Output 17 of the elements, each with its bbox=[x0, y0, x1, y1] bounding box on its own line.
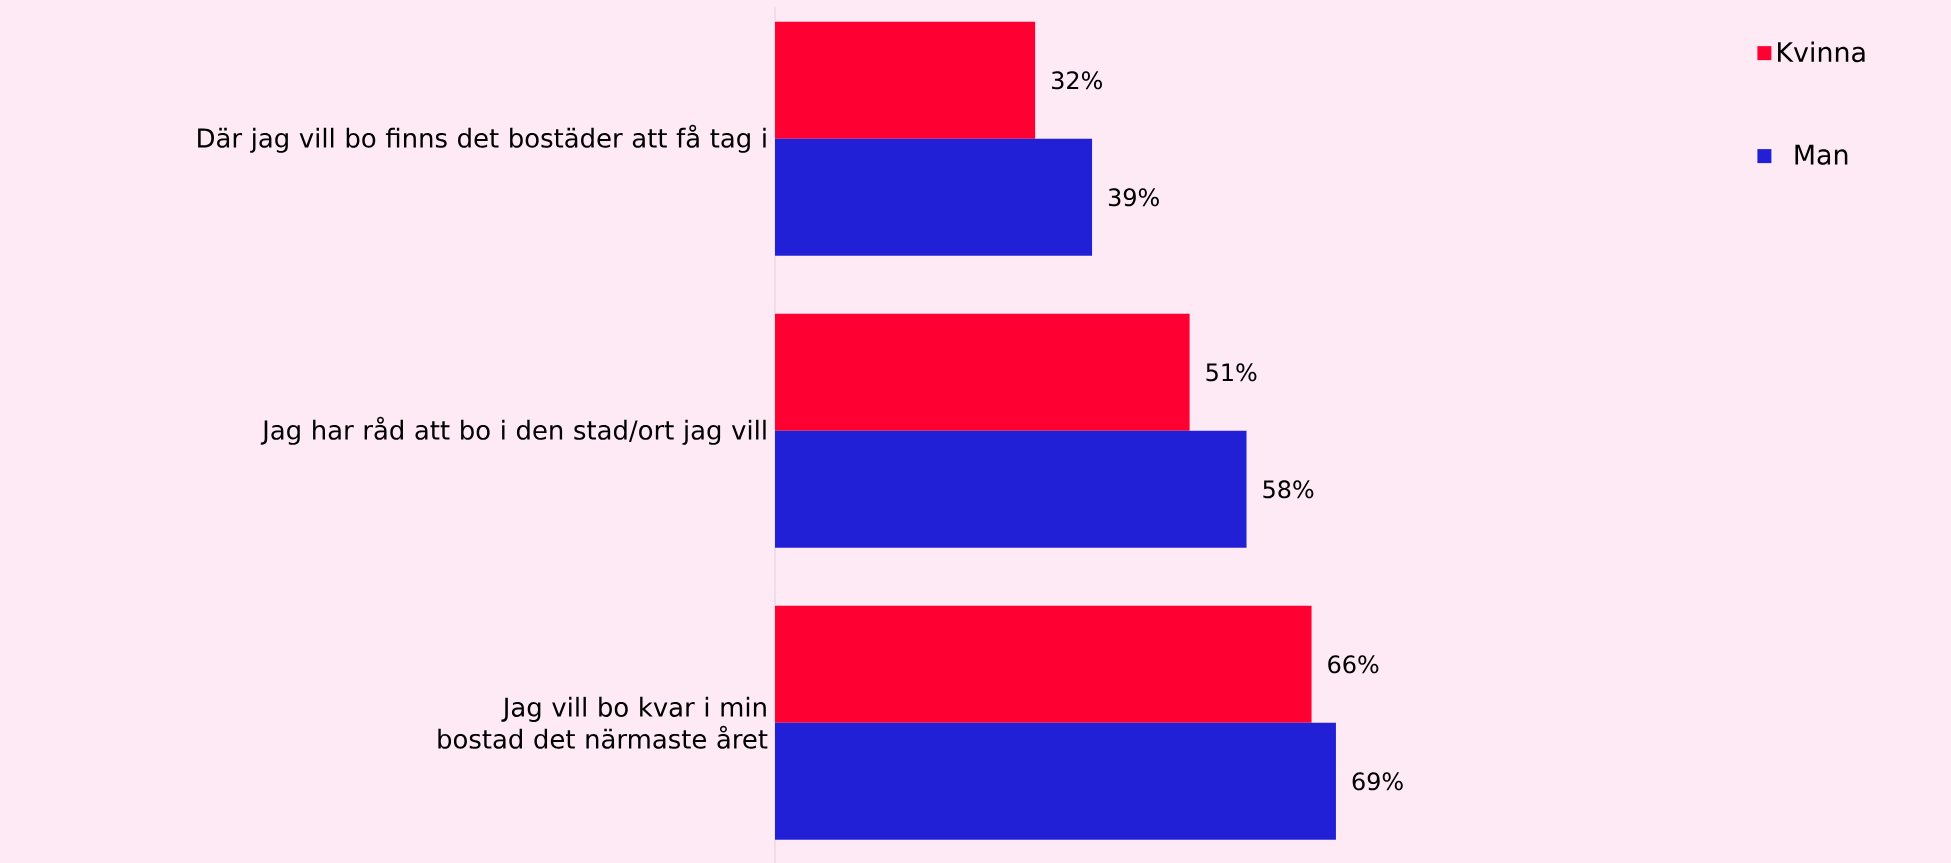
bar bbox=[775, 138, 1093, 256]
data-label: 51% bbox=[1206, 363, 1257, 382]
bar bbox=[775, 313, 1190, 431]
y-tick-label: Där jag vill bo finns det bostäder att få tag i bbox=[198, 124, 766, 153]
data-label: 69% bbox=[1352, 772, 1403, 791]
data-label: 58% bbox=[1263, 480, 1314, 499]
data-label: 32% bbox=[1052, 71, 1103, 90]
bar bbox=[775, 722, 1336, 840]
y-tick-label: Jag har råd att bo i den stad/ort jag vill bbox=[260, 416, 766, 445]
data-label: 39% bbox=[1108, 188, 1159, 207]
legend-label: Man bbox=[1795, 144, 1848, 165]
bar bbox=[775, 430, 1247, 548]
data-label: 66% bbox=[1328, 655, 1379, 674]
y-tick-label: Jag vill bo kvar i min bostad det närmaste året bbox=[438, 696, 768, 749]
legend-label: Kvinna bbox=[1778, 41, 1865, 63]
bar bbox=[775, 21, 1036, 139]
bar bbox=[775, 605, 1312, 723]
